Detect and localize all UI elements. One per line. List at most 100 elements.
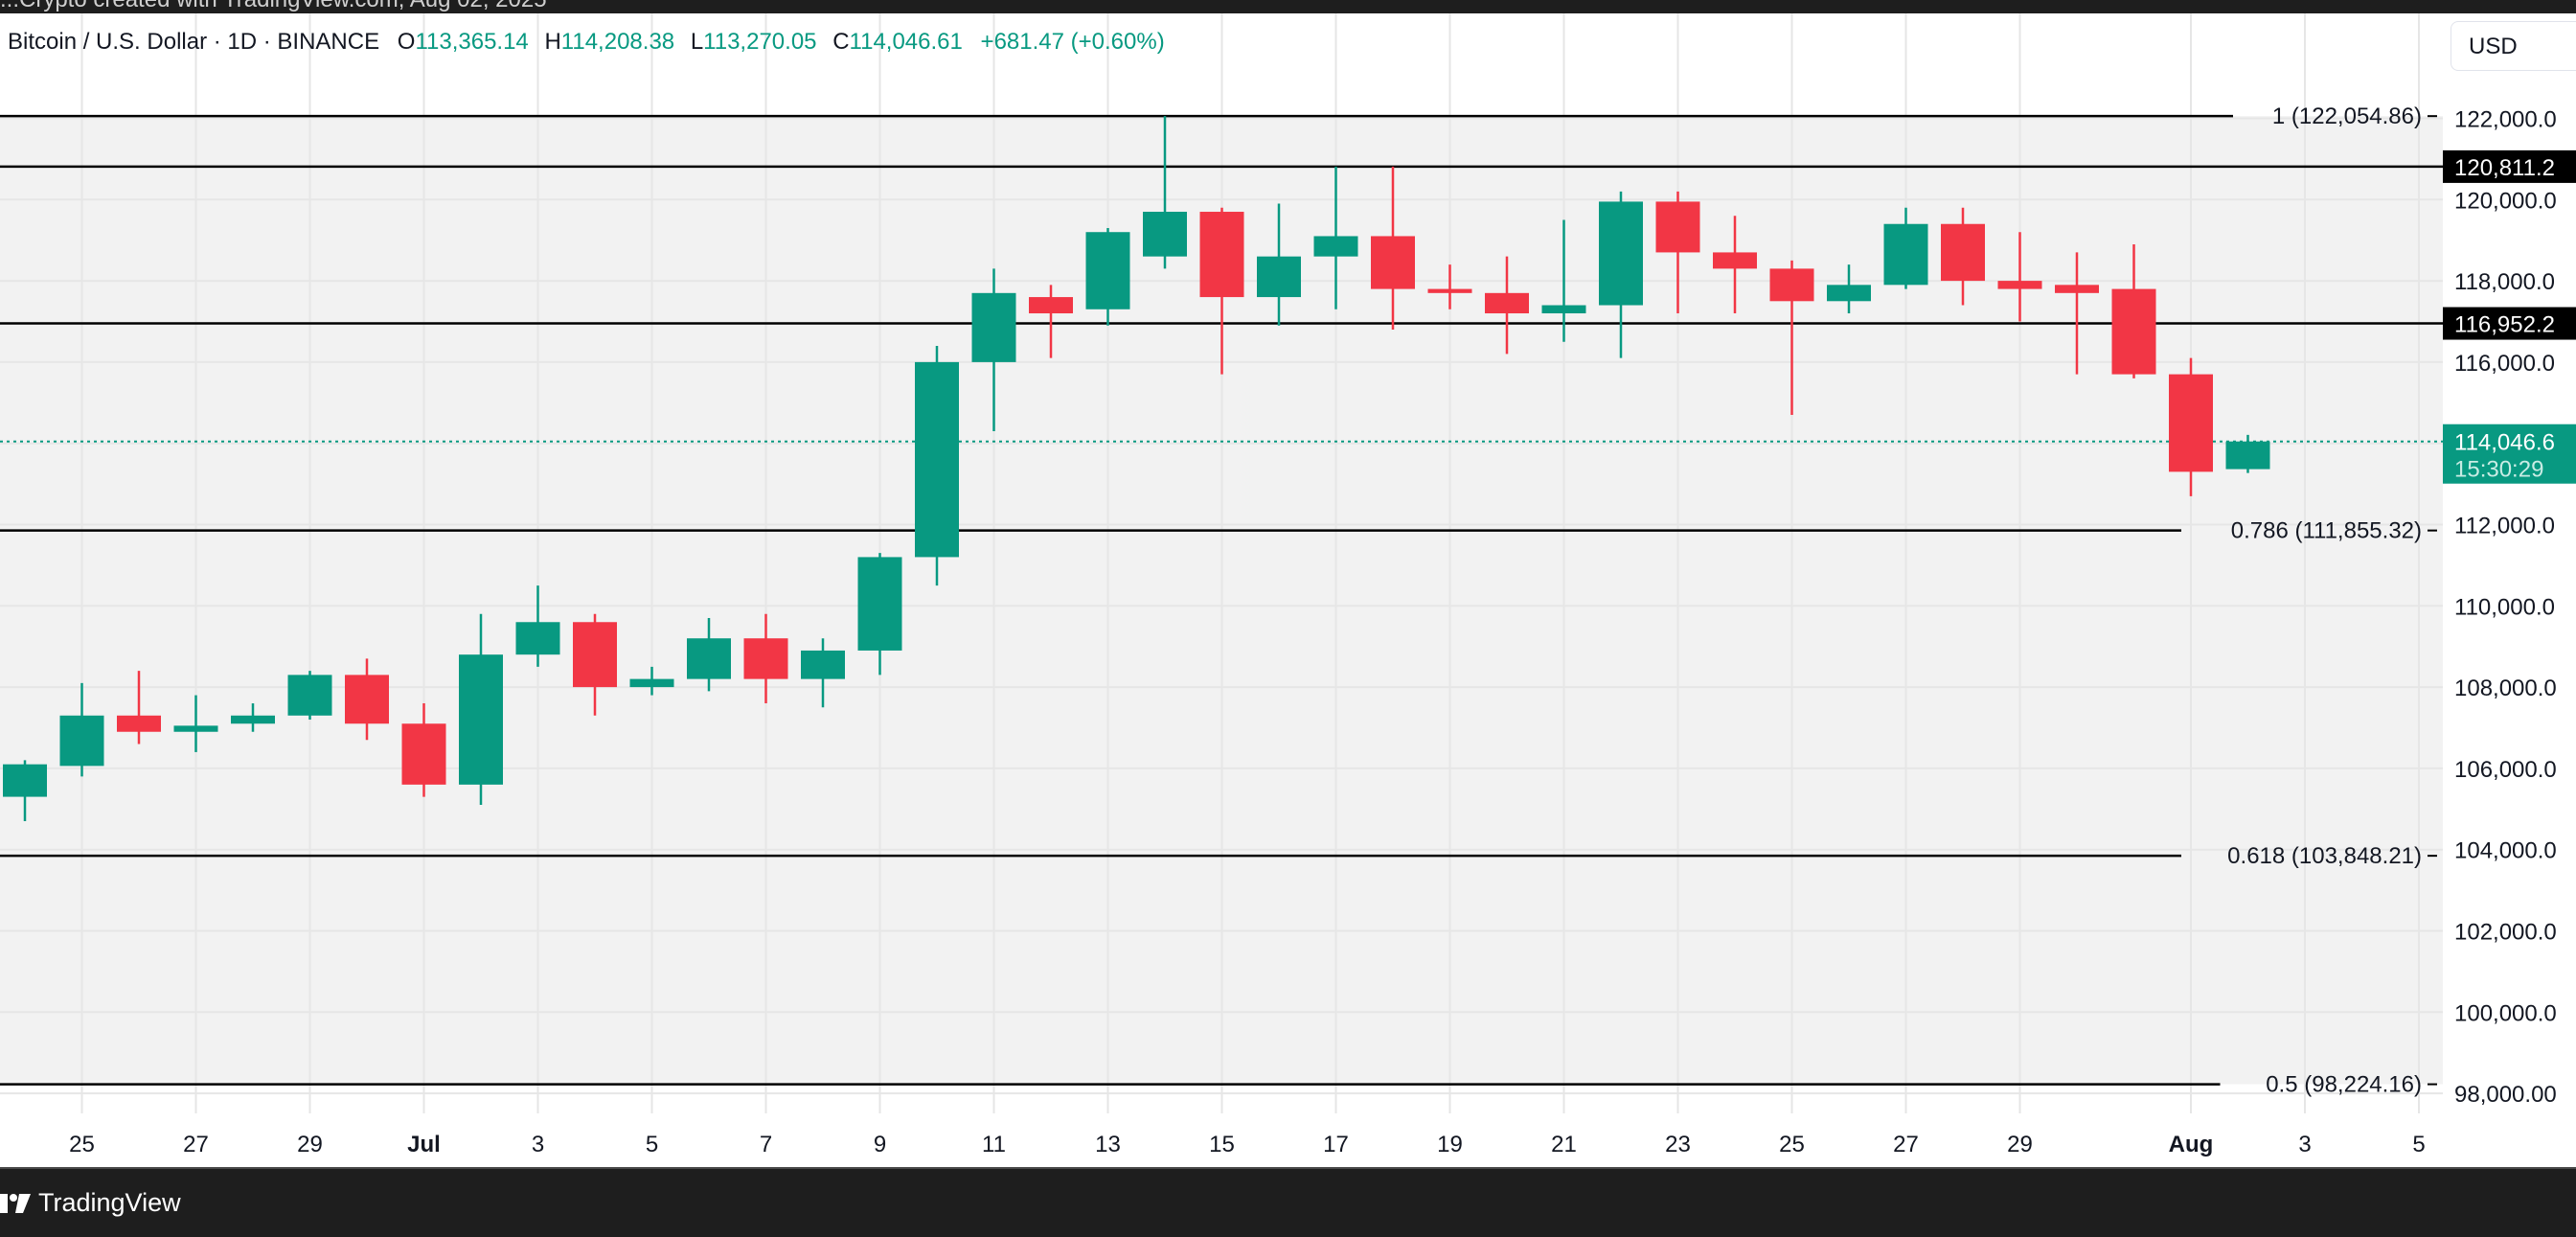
fib-label: 0.618 (103,848.21) bbox=[2227, 843, 2422, 869]
candle-up[interactable] bbox=[971, 292, 1016, 362]
high-label: H bbox=[544, 29, 561, 55]
open-label: O bbox=[397, 29, 416, 55]
countdown-text: 15:30:29 bbox=[2454, 457, 2543, 483]
candle-up[interactable] bbox=[515, 622, 560, 655]
price-tick: 108,000.0 bbox=[2454, 676, 2557, 701]
candle-down[interactable] bbox=[1655, 201, 1700, 253]
candle-down[interactable] bbox=[1371, 236, 1415, 289]
price-badge-text: 120,811.2 bbox=[2454, 155, 2555, 181]
time-tick: 9 bbox=[874, 1132, 886, 1157]
price-tick: 104,000.0 bbox=[2454, 838, 2557, 864]
candle-up[interactable] bbox=[287, 675, 332, 716]
time-tick: 21 bbox=[1551, 1132, 1577, 1157]
price-tick: 106,000.0 bbox=[2454, 757, 2557, 783]
brand-name: TradingView bbox=[38, 1188, 181, 1217]
time-tick: 7 bbox=[760, 1132, 772, 1157]
price-badge bbox=[2443, 307, 2576, 340]
open-value: 113,365.14 bbox=[415, 29, 529, 55]
price-tick: 110,000.0 bbox=[2454, 594, 2555, 620]
candle-up[interactable] bbox=[1827, 285, 1871, 302]
footer-bar: TradingView bbox=[0, 1167, 2576, 1237]
tradingview-logo[interactable]: TradingView bbox=[0, 1188, 181, 1218]
candle-up[interactable] bbox=[231, 715, 275, 724]
candle-down[interactable] bbox=[743, 638, 788, 679]
price-tick: 116,000.0 bbox=[2454, 351, 2555, 377]
fib-label: 0.786 (111,855.32) bbox=[2231, 518, 2422, 544]
top-banner: ...Crypto created with TradingView.com, … bbox=[0, 0, 2576, 13]
time-tick: 5 bbox=[646, 1132, 658, 1157]
price-tick: 122,000.0 bbox=[2454, 107, 2557, 133]
candle-up[interactable] bbox=[2225, 441, 2270, 470]
currency-button[interactable]: USD bbox=[2451, 21, 2576, 71]
candle-up[interactable] bbox=[687, 638, 731, 679]
time-tick: 29 bbox=[2007, 1132, 2033, 1157]
candle-down[interactable] bbox=[1713, 252, 1757, 269]
time-tick: 11 bbox=[982, 1132, 1006, 1157]
time-tick: 23 bbox=[1665, 1132, 1691, 1157]
time-tick: 3 bbox=[532, 1132, 544, 1157]
candle-up[interactable] bbox=[3, 764, 47, 797]
time-tick: 13 bbox=[1095, 1132, 1121, 1157]
candle-up[interactable] bbox=[629, 678, 674, 688]
symbol-legend: Bitcoin / U.S. Dollar · 1D · BINANCE O11… bbox=[8, 29, 1165, 56]
price-badge-text: 116,952.2 bbox=[2454, 312, 2555, 338]
candle-down[interactable] bbox=[1485, 292, 1529, 314]
candle-up[interactable] bbox=[857, 557, 902, 651]
fib-label: 1 (122,054.86) bbox=[2272, 103, 2422, 129]
candle-up[interactable] bbox=[915, 361, 959, 558]
candle-down[interactable] bbox=[401, 723, 446, 785]
symbol-title[interactable]: Bitcoin / U.S. Dollar · 1D · BINANCE bbox=[8, 29, 380, 55]
last-price-text: 114,046.6 bbox=[2454, 430, 2555, 456]
candle-up[interactable] bbox=[173, 725, 218, 732]
candle-up[interactable] bbox=[1599, 201, 1643, 306]
price-badge bbox=[2443, 149, 2576, 183]
close-label: C bbox=[832, 29, 850, 55]
price-tick: 118,000.0 bbox=[2454, 269, 2555, 295]
candle-up[interactable] bbox=[1313, 236, 1358, 257]
candle-down[interactable] bbox=[2055, 285, 2099, 293]
candle-down[interactable] bbox=[1997, 281, 2042, 289]
time-tick: Aug bbox=[2169, 1132, 2214, 1157]
time-tick: Jul bbox=[407, 1132, 441, 1157]
candle-up[interactable] bbox=[801, 650, 845, 679]
price-axis-bg bbox=[2443, 13, 2576, 1113]
candle-up[interactable] bbox=[1143, 212, 1187, 257]
candle-down[interactable] bbox=[1029, 297, 1073, 314]
price-tick: 102,000.0 bbox=[2454, 920, 2557, 946]
candle-up[interactable] bbox=[459, 654, 503, 785]
price-tick: 112,000.0 bbox=[2454, 514, 2555, 539]
candle-down[interactable] bbox=[1199, 212, 1244, 298]
candle-down[interactable] bbox=[1769, 268, 1814, 302]
candle-up[interactable] bbox=[1883, 223, 1928, 286]
candle-up[interactable] bbox=[1085, 232, 1130, 309]
time-tick: 25 bbox=[69, 1132, 95, 1157]
time-tick: 27 bbox=[183, 1132, 209, 1157]
candle-down[interactable] bbox=[345, 675, 389, 724]
candlestick-chart[interactable]: 1 (122,054.86) 0.786 (111,855.32) 0.618 (1… bbox=[0, 13, 2576, 1167]
candle-down[interactable] bbox=[1427, 288, 1472, 293]
time-tick: 17 bbox=[1323, 1132, 1349, 1157]
fib-label: 0.5 (98,224.16) bbox=[2266, 1072, 2422, 1098]
last-price-badge bbox=[2443, 424, 2576, 484]
tradingview-logo-icon bbox=[0, 1193, 31, 1213]
candle-down[interactable] bbox=[2169, 374, 2213, 472]
candle-down[interactable] bbox=[117, 715, 161, 732]
time-tick: 29 bbox=[297, 1132, 323, 1157]
time-tick: 27 bbox=[1893, 1132, 1919, 1157]
time-tick: 5 bbox=[2412, 1132, 2425, 1157]
low-value: 113,270.05 bbox=[703, 29, 817, 55]
candle-up[interactable] bbox=[59, 715, 104, 767]
low-label: L bbox=[690, 29, 704, 55]
time-tick: 15 bbox=[1209, 1132, 1235, 1157]
time-tick: 25 bbox=[1779, 1132, 1805, 1157]
change-value: +681.47 (+0.60%) bbox=[980, 29, 1165, 55]
time-tick: 3 bbox=[2298, 1132, 2311, 1157]
candle-down[interactable] bbox=[1941, 223, 1985, 282]
high-value: 114,208.38 bbox=[560, 29, 675, 55]
price-tick: 120,000.0 bbox=[2454, 188, 2557, 214]
price-tick: 98,000.00 bbox=[2454, 1082, 2557, 1108]
candle-up[interactable] bbox=[1541, 305, 1586, 314]
candle-down[interactable] bbox=[2111, 288, 2156, 375]
candle-down[interactable] bbox=[573, 622, 617, 688]
candle-up[interactable] bbox=[1257, 256, 1301, 298]
